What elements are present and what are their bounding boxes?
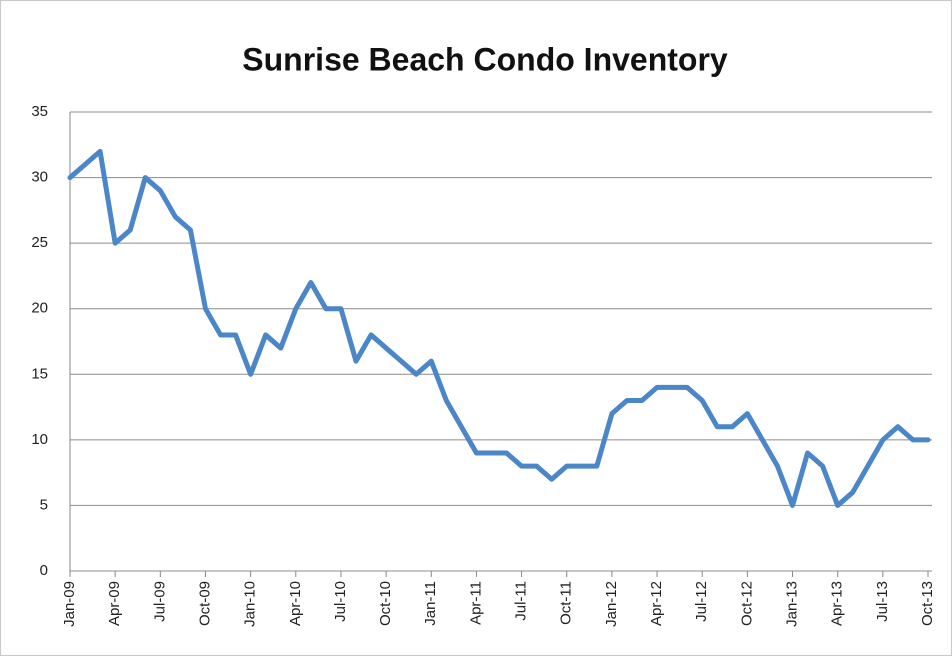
y-tick-label: 20 bbox=[31, 300, 48, 317]
x-tick-label: Jan-11 bbox=[422, 581, 439, 626]
x-tick-label: Oct-12 bbox=[738, 581, 755, 626]
x-tick-label: Jan-09 bbox=[61, 581, 78, 627]
x-tick-label: Jul-12 bbox=[693, 581, 710, 622]
x-tick-label: Oct-13 bbox=[919, 581, 936, 626]
x-tick-label: Jul-11 bbox=[513, 581, 530, 621]
x-tick-label: Oct-10 bbox=[377, 581, 394, 626]
line bbox=[67, 148, 931, 508]
x-tick-label: Oct-09 bbox=[196, 581, 213, 626]
x-tick-label: Oct-11 bbox=[558, 581, 575, 625]
x-tick-label: Jan-13 bbox=[783, 581, 800, 627]
x-tick-label: Jul-10 bbox=[332, 581, 349, 622]
y-tick-label: 0 bbox=[40, 562, 48, 579]
x-tick-label: Apr-13 bbox=[829, 581, 846, 626]
y-tick-label: 5 bbox=[40, 496, 48, 513]
x-tick-label: Jul-09 bbox=[151, 581, 168, 622]
x-tick-label: Apr-12 bbox=[648, 581, 665, 626]
x-tick-label: Apr-10 bbox=[287, 581, 304, 626]
x-tick-label: Apr-11 bbox=[467, 581, 484, 625]
y-tick-label: 15 bbox=[31, 365, 48, 382]
y-tick-label: 35 bbox=[31, 103, 48, 120]
chart-title: Sunrise Beach Condo Inventory bbox=[242, 41, 728, 77]
y-tick-label: 10 bbox=[31, 431, 48, 448]
y-tick-label: 25 bbox=[31, 234, 48, 251]
x-tick-label: Apr-09 bbox=[106, 581, 123, 626]
x-tick-label: Jan-10 bbox=[242, 581, 259, 627]
x-tick-label: Jan-12 bbox=[603, 581, 620, 627]
y-tick-label: 30 bbox=[31, 169, 48, 186]
x-tick-label: Jul-13 bbox=[874, 581, 891, 622]
